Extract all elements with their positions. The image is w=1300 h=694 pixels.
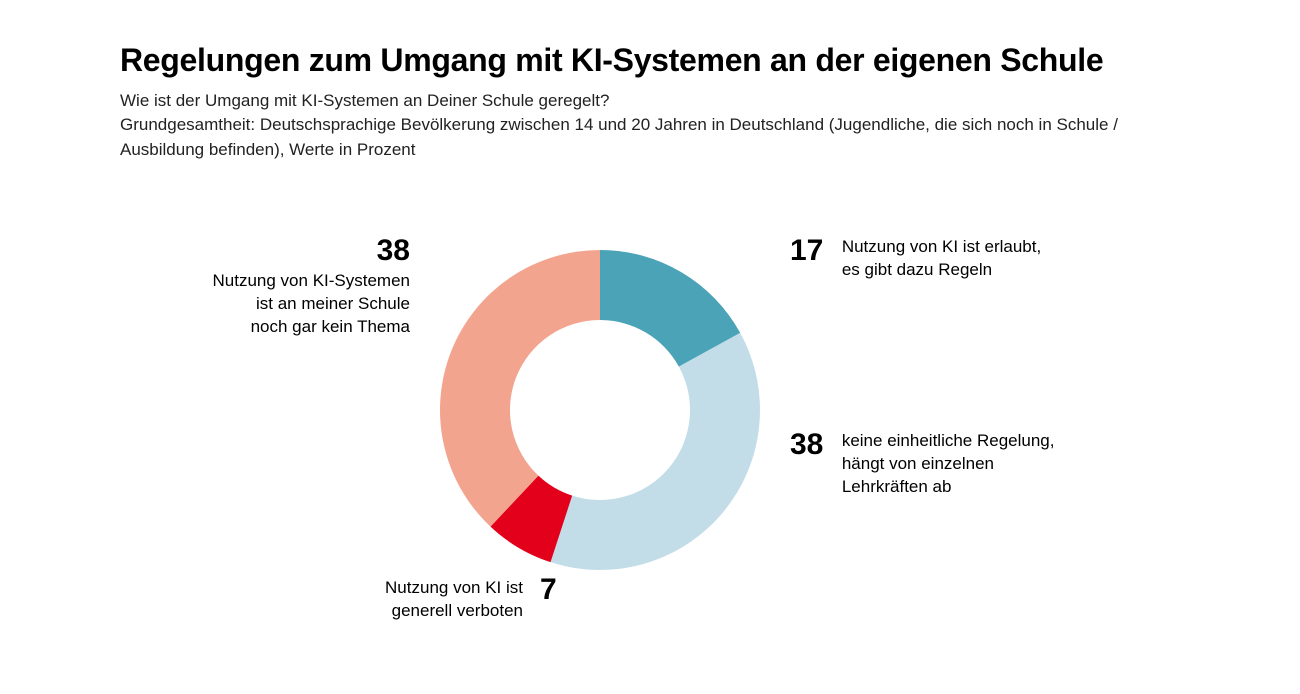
slice-value-not-topic: 38: [130, 236, 410, 266]
donut-svg-holder: [0, 0, 1300, 694]
donut-slice-no_uniform_rules: [551, 333, 760, 570]
slice-text-allowed: Nutzung von KI ist erlaubt,es gibt dazu …: [842, 236, 1041, 282]
slice-label-forbidden: Nutzung von KI istgenerell verboten 7: [283, 577, 523, 623]
donut-slice-not_a_topic: [440, 250, 600, 527]
donut-chart: 17 Nutzung von KI ist erlaubt,es gibt da…: [0, 0, 1300, 694]
slice-value-no-uniform: 38: [790, 430, 823, 460]
slice-text-no-uniform: keine einheitliche Regelung,hängt von ei…: [842, 430, 1055, 499]
slice-label-not-topic: 38 Nutzung von KI-Systemenist an meiner …: [130, 236, 410, 339]
slice-label-no-uniform: 38 keine einheitliche Regelung,hängt von…: [790, 430, 1170, 499]
slice-label-allowed: 17 Nutzung von KI ist erlaubt,es gibt da…: [790, 236, 1170, 282]
slice-text-not-topic: Nutzung von KI-Systemenist an meiner Sch…: [130, 270, 410, 339]
slice-text-forbidden: Nutzung von KI istgenerell verboten: [385, 577, 523, 623]
slice-value-forbidden: 7: [540, 575, 557, 605]
slice-value-allowed: 17: [790, 236, 823, 266]
